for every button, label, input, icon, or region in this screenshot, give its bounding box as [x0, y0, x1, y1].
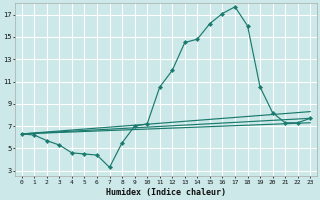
X-axis label: Humidex (Indice chaleur): Humidex (Indice chaleur)	[106, 188, 226, 197]
